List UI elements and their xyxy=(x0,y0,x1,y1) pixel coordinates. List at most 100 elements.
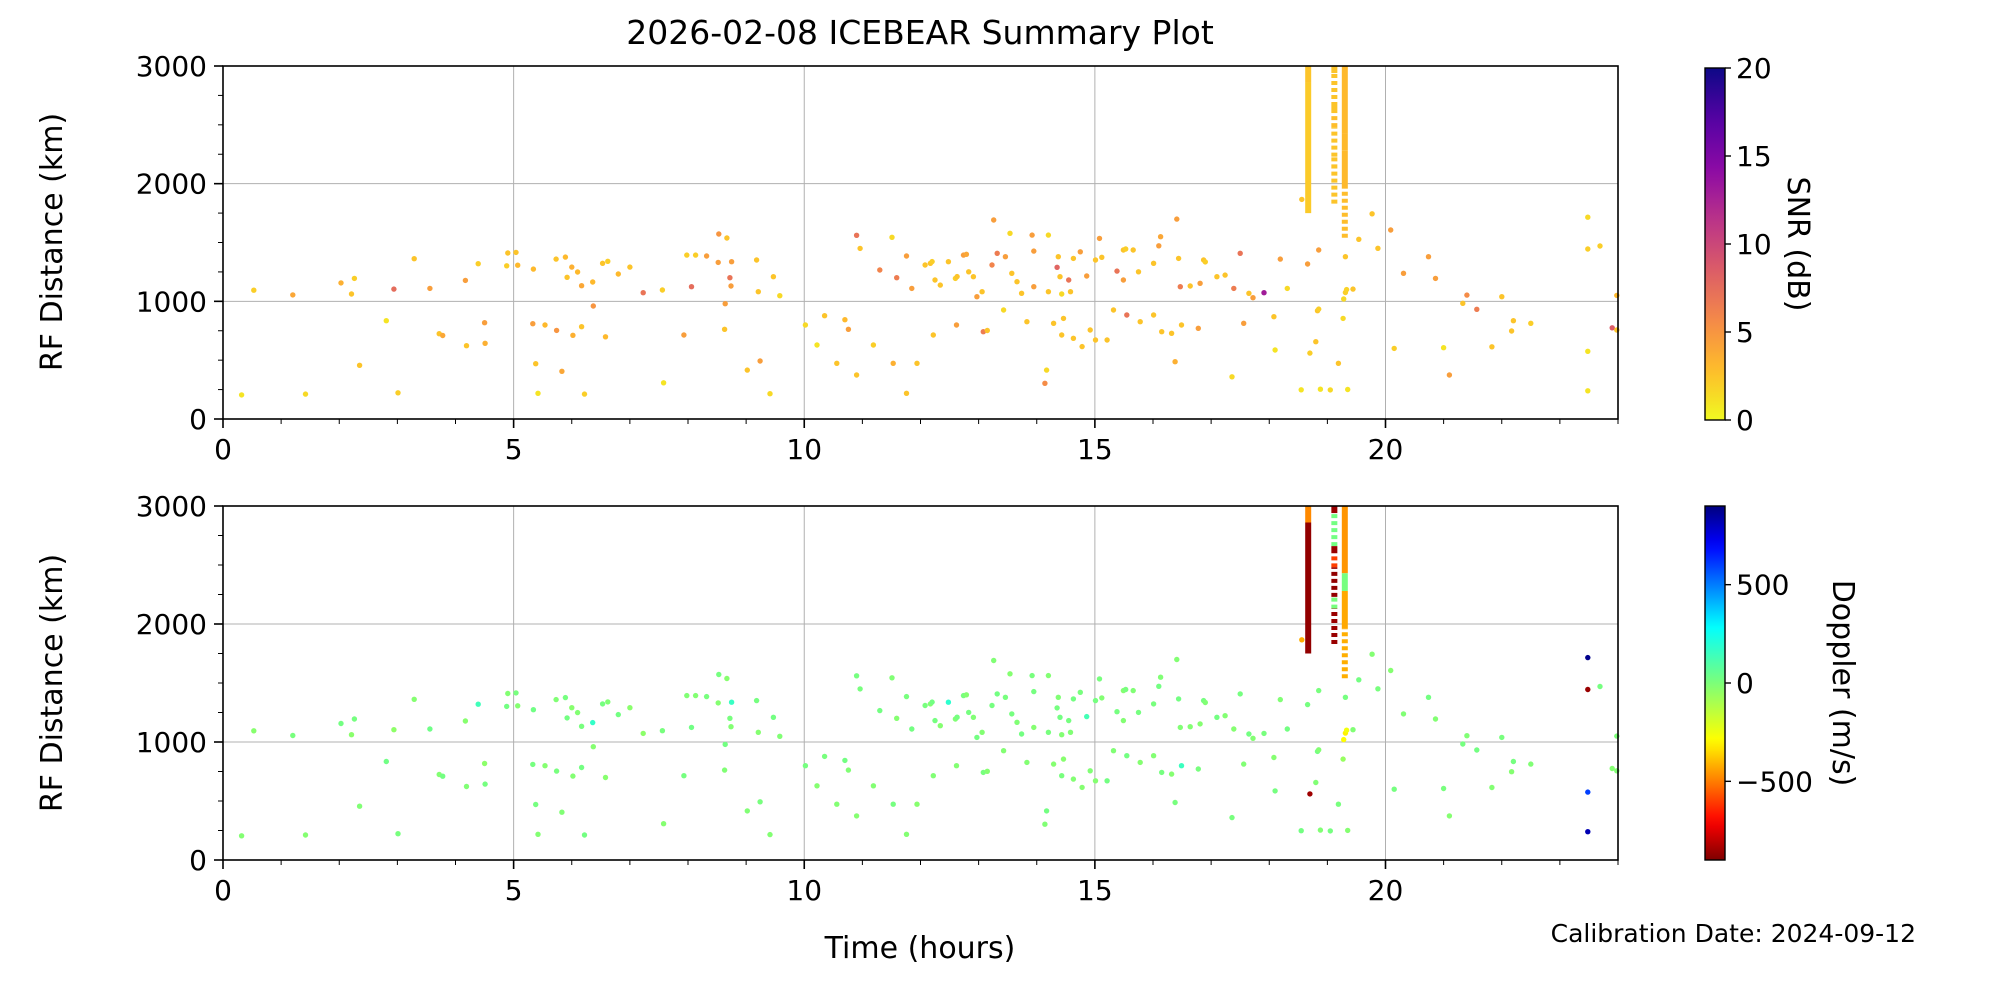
scatter-point xyxy=(715,259,721,266)
scatter-point xyxy=(578,324,585,330)
scatter-data xyxy=(238,66,1620,839)
scatter-point xyxy=(1159,769,1165,776)
scatter-point xyxy=(515,262,521,268)
scatter-point xyxy=(984,768,990,774)
scatter-point xyxy=(989,262,995,268)
scatter-point xyxy=(290,292,296,298)
scatter-point xyxy=(770,714,777,720)
scatter-point xyxy=(395,831,401,837)
calibration-note: Calibration Date: 2024-09-12 xyxy=(1551,919,1916,948)
scatter-point xyxy=(1060,315,1067,322)
scatter-point xyxy=(391,727,397,733)
scatter-point xyxy=(302,391,309,397)
scatter-point xyxy=(1092,778,1099,784)
scatter-point xyxy=(1298,387,1304,393)
scatter-point xyxy=(1195,325,1202,331)
scatter-point xyxy=(1508,328,1515,334)
scatter-point xyxy=(930,332,936,338)
scatter-point xyxy=(777,293,783,299)
scatter-point xyxy=(953,763,960,769)
scatter-point xyxy=(535,390,541,396)
scatter-point xyxy=(348,291,355,297)
scatter-point xyxy=(553,768,560,774)
scatter-point xyxy=(970,714,977,720)
scatter-point xyxy=(1375,245,1381,251)
scatter-point xyxy=(842,317,848,323)
scatter-point xyxy=(1307,791,1313,797)
scatter-point xyxy=(1489,784,1495,791)
axes-frames xyxy=(222,65,1619,861)
scatter-point xyxy=(1271,754,1277,761)
scatter-point xyxy=(1087,327,1093,333)
scatter-point xyxy=(853,673,860,679)
scatter-point xyxy=(1316,687,1322,694)
scatter-point xyxy=(1231,726,1237,732)
scatter-point xyxy=(989,702,995,709)
scatter-point xyxy=(1029,672,1035,679)
scatter-point xyxy=(954,273,960,280)
scatter-point xyxy=(1342,694,1349,700)
scatter-point xyxy=(1464,733,1470,739)
scatter-point xyxy=(1174,216,1180,222)
scatter-point xyxy=(991,657,997,664)
scatter-point xyxy=(1178,763,1185,769)
scatter-point xyxy=(722,301,728,307)
scatter-point xyxy=(1460,741,1466,747)
scatter-point xyxy=(238,833,245,839)
scatter-point xyxy=(1070,776,1077,782)
scatter-point xyxy=(462,718,469,724)
scatter-point xyxy=(922,262,928,268)
scatter-point xyxy=(338,720,344,727)
scatter-point xyxy=(966,709,972,716)
scatter-point xyxy=(994,691,1000,697)
scatter-point xyxy=(1000,307,1007,313)
scatter-point xyxy=(684,692,690,699)
scatter-point xyxy=(802,322,809,328)
scatter-point xyxy=(1050,761,1057,767)
y-tick-label: 3000 xyxy=(136,490,207,523)
snr-colorbar-label: SNR (dB) xyxy=(1780,177,1815,312)
scatter-point xyxy=(1014,279,1020,285)
snr-colorbar xyxy=(1705,68,1725,420)
scatter-point xyxy=(1350,727,1356,733)
scatter-point xyxy=(914,801,920,807)
scatter-point xyxy=(570,773,576,779)
scatter-point xyxy=(1222,272,1228,278)
scatter-point xyxy=(1079,784,1085,791)
scatter-point xyxy=(954,714,960,720)
plot-title: 2026-02-08 ICEBEAR Summary Plot xyxy=(626,13,1214,52)
scatter-point xyxy=(395,390,401,396)
scatter-point xyxy=(853,232,860,238)
scatter-point xyxy=(605,258,611,264)
scatter-point xyxy=(1123,246,1129,252)
scatter-point xyxy=(681,773,687,779)
y-tick-label: 1000 xyxy=(136,726,207,759)
scatter-point xyxy=(727,715,733,721)
scatter-point xyxy=(1055,254,1062,260)
scatter-point xyxy=(356,803,363,809)
scatter-point xyxy=(542,763,548,769)
scatter-point xyxy=(1277,256,1284,262)
scatter-point xyxy=(1340,756,1346,762)
scatter-point xyxy=(1057,714,1063,720)
scatter-point xyxy=(1018,731,1025,737)
scatter-point xyxy=(1499,734,1505,741)
scatter-point xyxy=(1057,274,1063,280)
scatter-point xyxy=(757,799,763,805)
scatter-point xyxy=(1246,731,1252,737)
doppler-cbar-tick-label: 500 xyxy=(1736,569,1789,602)
scatter-point xyxy=(1120,717,1127,724)
scatter-point xyxy=(615,711,621,718)
scatter-point xyxy=(1007,671,1013,677)
scatter-point xyxy=(1316,247,1322,253)
scatter-point xyxy=(853,372,860,378)
scatter-point xyxy=(1585,214,1591,220)
x-tick-label: 0 xyxy=(214,433,232,466)
scatter-point xyxy=(1024,319,1030,325)
y-tick-label: 0 xyxy=(189,844,207,877)
scatter-point xyxy=(659,728,666,734)
scatter-point xyxy=(1313,779,1319,786)
scatter-point xyxy=(542,322,548,328)
scatter-point xyxy=(1585,388,1591,394)
scatter-point xyxy=(1066,717,1072,724)
